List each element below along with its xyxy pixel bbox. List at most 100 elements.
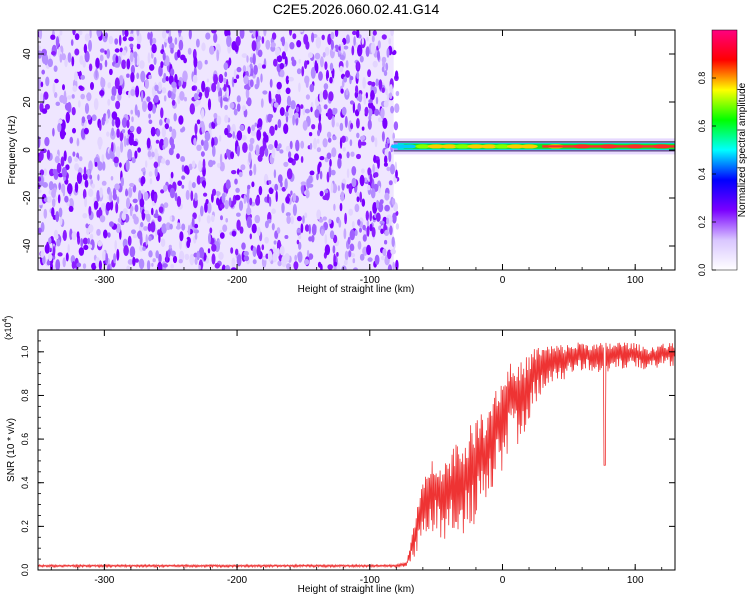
noise-speckle <box>158 65 163 77</box>
noise-speckle <box>211 244 217 252</box>
noise-speckle <box>280 181 283 188</box>
signal-hotspot <box>440 144 459 149</box>
noise-speckle <box>234 178 238 185</box>
noise-speckle <box>319 170 323 180</box>
noise-speckle <box>314 60 318 72</box>
noise-speckle <box>341 135 346 143</box>
noise-speckle <box>72 30 76 36</box>
snr-y-tick-label: 0.2 <box>20 520 30 533</box>
noise-speckle <box>179 231 184 242</box>
noise-speckle <box>156 128 161 137</box>
noise-speckle <box>374 254 380 265</box>
noise-speckle <box>336 252 339 257</box>
noise-speckle <box>316 173 319 181</box>
noise-speckle <box>257 41 261 50</box>
noise-speckle <box>249 30 253 34</box>
noise-speckle <box>352 258 356 264</box>
noise-speckle <box>204 87 210 99</box>
noise-speckle <box>224 30 228 37</box>
noise-speckle <box>236 219 241 231</box>
noise-speckle <box>179 239 182 250</box>
noise-speckle <box>164 123 169 130</box>
noise-speckle <box>163 184 168 192</box>
noise-speckle <box>134 258 139 263</box>
noise-speckle <box>209 227 213 234</box>
snr-line-group <box>38 342 675 569</box>
noise-speckle <box>249 233 252 240</box>
noise-speckle <box>171 81 177 89</box>
noise-speckle <box>111 86 117 97</box>
noise-speckle <box>204 202 208 213</box>
noise-speckle <box>111 111 118 120</box>
noise-speckle <box>165 118 170 125</box>
noise-speckle <box>193 229 199 234</box>
noise-speckle <box>198 247 205 259</box>
noise-speckle <box>330 182 334 194</box>
noise-speckle <box>357 102 362 112</box>
noise-speckle <box>157 261 163 270</box>
noise-speckle <box>294 112 299 119</box>
noise-speckle <box>72 85 78 92</box>
noise-speckle <box>201 123 206 134</box>
noise-speckle <box>191 217 195 228</box>
noise-speckle <box>129 207 133 217</box>
noise-speckle <box>41 108 48 114</box>
noise-speckle <box>355 85 359 94</box>
snr-y-axis-label: SNR (10 * v/v) <box>6 418 17 482</box>
noise-speckle <box>165 76 169 82</box>
noise-speckle <box>268 180 272 185</box>
noise-speckle <box>83 166 87 177</box>
noise-speckle <box>193 137 197 146</box>
noise-speckle <box>42 182 48 188</box>
noise-speckle <box>201 42 206 52</box>
noise-speckle <box>370 90 375 101</box>
spectrogram-x-tick-label: 0 <box>500 275 506 286</box>
noise-speckle <box>269 78 273 88</box>
noise-speckle <box>367 81 373 86</box>
noise-speckle <box>174 192 178 202</box>
noise-speckle <box>95 67 98 79</box>
noise-speckle <box>118 34 122 46</box>
noise-speckle <box>263 30 267 37</box>
noise-speckle <box>146 96 151 102</box>
noise-speckle <box>175 225 181 230</box>
noise-speckle <box>300 140 305 149</box>
noise-speckle <box>395 90 400 97</box>
noise-speckle <box>271 147 276 159</box>
noise-speckle <box>171 99 176 106</box>
noise-speckle <box>194 233 198 240</box>
noise-speckle <box>86 114 92 121</box>
noise-speckle <box>96 228 101 236</box>
noise-speckle <box>38 176 42 182</box>
noise-speckle <box>290 100 296 110</box>
noise-speckle <box>98 260 102 270</box>
noise-speckle <box>154 227 158 237</box>
noise-speckle <box>395 223 400 230</box>
noise-speckle <box>88 206 92 216</box>
noise-speckle <box>252 53 256 65</box>
noise-speckle <box>88 63 93 72</box>
noise-speckle <box>165 250 169 263</box>
noise-speckle <box>326 131 332 139</box>
noise-speckle <box>223 77 227 84</box>
spectrogram-y-tick-label: 0 <box>22 147 33 153</box>
noise-speckle <box>213 112 218 119</box>
noise-speckle <box>40 250 45 258</box>
noise-speckle <box>143 191 149 201</box>
noise-speckle <box>333 234 338 244</box>
noise-speckle <box>290 215 295 225</box>
noise-speckle <box>384 204 390 212</box>
noise-speckle <box>188 180 192 193</box>
noise-speckle <box>357 240 362 250</box>
noise-speckle <box>201 108 205 119</box>
noise-speckle <box>114 77 120 90</box>
noise-speckle <box>153 57 157 65</box>
noise-speckle <box>184 253 190 261</box>
noise-speckle <box>268 187 274 195</box>
noise-speckle <box>190 190 194 202</box>
noise-speckle <box>126 58 131 70</box>
noise-speckle <box>333 261 338 267</box>
noise-speckle <box>385 142 389 149</box>
noise-speckle <box>283 161 289 167</box>
noise-speckle <box>267 114 274 119</box>
